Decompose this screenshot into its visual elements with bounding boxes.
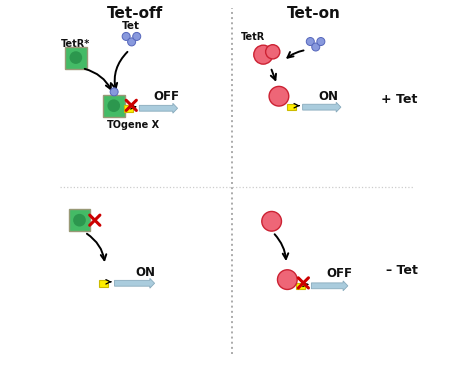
- Text: TetR: TetR: [241, 32, 265, 42]
- Circle shape: [73, 214, 86, 227]
- Text: ON: ON: [136, 266, 155, 279]
- Circle shape: [265, 45, 280, 59]
- FancyArrow shape: [139, 103, 178, 113]
- FancyBboxPatch shape: [287, 104, 296, 111]
- Circle shape: [317, 38, 325, 45]
- FancyBboxPatch shape: [99, 280, 108, 287]
- FancyArrow shape: [115, 279, 155, 288]
- Text: gene X: gene X: [121, 120, 159, 130]
- Circle shape: [110, 88, 118, 96]
- Text: Tet-on: Tet-on: [287, 6, 340, 21]
- Text: ON: ON: [318, 90, 338, 103]
- FancyBboxPatch shape: [124, 105, 133, 112]
- Circle shape: [133, 33, 141, 40]
- FancyBboxPatch shape: [103, 95, 125, 117]
- FancyArrow shape: [302, 102, 341, 112]
- Circle shape: [277, 270, 297, 290]
- Circle shape: [312, 43, 320, 51]
- Text: Tet: Tet: [122, 21, 140, 31]
- Text: TO: TO: [107, 120, 122, 130]
- Text: OFF: OFF: [154, 90, 180, 103]
- Circle shape: [128, 38, 136, 46]
- Text: Tet-off: Tet-off: [107, 6, 163, 21]
- Text: TetR*: TetR*: [61, 40, 91, 49]
- Text: OFF: OFF: [326, 267, 352, 280]
- Circle shape: [70, 51, 82, 64]
- Circle shape: [269, 86, 289, 106]
- FancyBboxPatch shape: [65, 46, 87, 68]
- Text: + Tet: + Tet: [381, 93, 418, 106]
- FancyBboxPatch shape: [296, 283, 305, 289]
- Circle shape: [306, 38, 314, 45]
- Circle shape: [262, 212, 282, 231]
- Circle shape: [108, 99, 120, 112]
- Circle shape: [254, 45, 273, 64]
- Text: – Tet: – Tet: [386, 264, 418, 277]
- Circle shape: [122, 33, 130, 40]
- FancyBboxPatch shape: [69, 209, 91, 231]
- FancyArrow shape: [311, 281, 348, 291]
